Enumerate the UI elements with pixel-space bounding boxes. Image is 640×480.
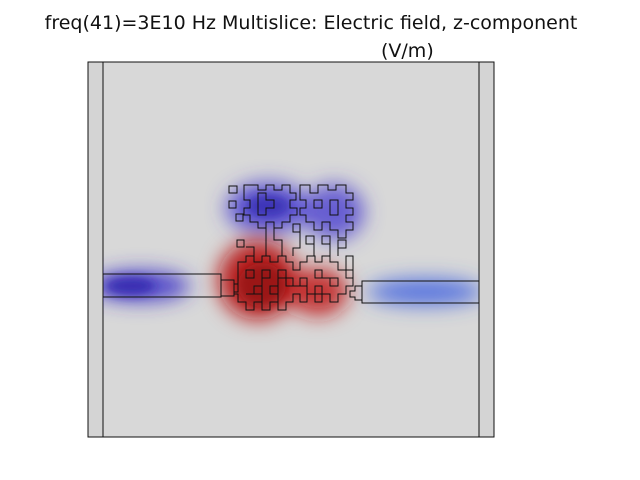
upper-left-inner	[257, 192, 275, 216]
plot-title-unit: (V/m)	[381, 40, 434, 62]
upper-left-patch	[228, 184, 298, 248]
structure-outline	[102, 184, 480, 311]
domain-background	[88, 62, 494, 437]
central-grid	[245, 269, 339, 302]
plot-frame	[87, 61, 495, 438]
central-patch	[233, 255, 354, 311]
field-blob-right-port	[367, 279, 479, 305]
right-connector	[349, 285, 362, 301]
left-feed-line	[102, 273, 222, 298]
right-feed-line	[361, 280, 480, 304]
plot-title: freq(41)=3E10 Hz Multislice: Electric fi…	[44, 12, 578, 34]
left-connector	[221, 279, 239, 297]
left-boundary-strip	[87, 61, 104, 438]
field-blob-top-right	[304, 184, 364, 240]
field-blob-center-right	[288, 268, 348, 316]
right-boundary-strip	[478, 61, 495, 438]
